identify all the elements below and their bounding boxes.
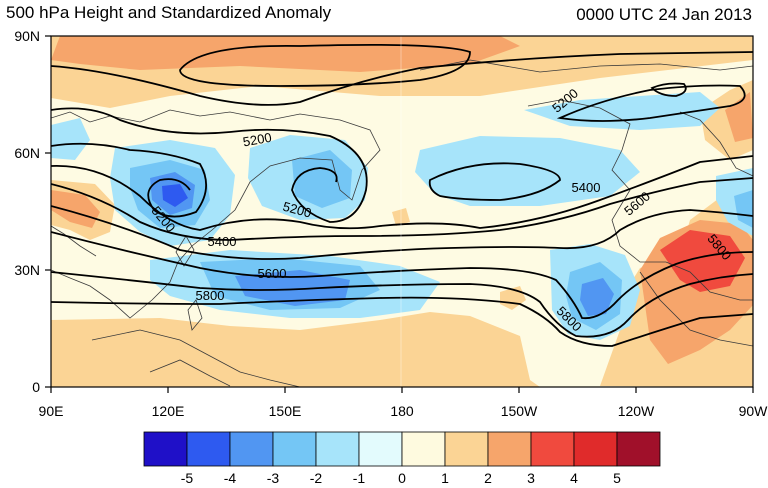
colorbar-swatch [530, 431, 575, 467]
contour-label: 5200 [281, 199, 313, 221]
colorbar-label: 5 [613, 470, 621, 486]
negative-anomaly-shading [51, 92, 753, 340]
colorbar-label: 4 [570, 470, 578, 486]
coastlines [51, 59, 753, 387]
lat-label: 0 [32, 379, 40, 395]
colorbar-swatch [444, 431, 489, 467]
colorbar-label: -2 [310, 470, 323, 486]
colorbar-label: 3 [527, 470, 535, 486]
colorbar-swatch [358, 431, 403, 467]
colorbar-label: 2 [484, 470, 492, 486]
colorbar-label: -1 [353, 470, 366, 486]
contour-label: 5400 [208, 234, 237, 249]
lon-label: 90W [739, 403, 768, 419]
lon-label: 150E [269, 403, 302, 419]
map-axes: 90N 60N 30N 0 90E 120E 150E 180 150W 120W 90W [14, 28, 768, 419]
colorbar-label: -3 [267, 470, 280, 486]
contour-label: 5600 [258, 266, 287, 281]
lat-label: 30N [14, 262, 40, 278]
colorbar-swatch [229, 431, 274, 467]
lon-label: 120W [618, 403, 655, 419]
map-title: 500 hPa Height and Standardized Anomaly [6, 3, 332, 22]
map-valid-time: 0000 UTC 24 Jan 2013 [576, 5, 752, 24]
colorbar-label: 0 [398, 470, 406, 486]
colorbar-swatch [573, 431, 618, 467]
lon-label: 180 [390, 403, 414, 419]
colorbar-swatch [616, 431, 661, 467]
lon-label: 120E [152, 403, 185, 419]
lat-label: 60N [14, 145, 40, 161]
colorbar-swatch [186, 431, 231, 467]
height-contours [51, 43, 753, 347]
map-panel [51, 36, 753, 387]
lat-label: 90N [14, 28, 40, 44]
colorbar-swatch [315, 431, 360, 467]
colorbar-swatch [272, 431, 317, 467]
lon-label: 150W [501, 403, 538, 419]
colorbar: -5 -4 -3 -2 -1 0 1 2 3 4 5 [143, 431, 661, 486]
contour-label: 5200 [242, 130, 273, 150]
contour-label: 5800 [196, 288, 225, 303]
colorbar-label: 1 [441, 470, 449, 486]
colorbar-label: -4 [224, 470, 237, 486]
colorbar-swatch [401, 431, 446, 467]
colorbar-label: -5 [181, 470, 194, 486]
colorbar-swatch [487, 431, 532, 467]
contour-label: 5400 [572, 180, 601, 195]
lon-label: 90E [39, 403, 64, 419]
colorbar-swatch [143, 431, 188, 467]
